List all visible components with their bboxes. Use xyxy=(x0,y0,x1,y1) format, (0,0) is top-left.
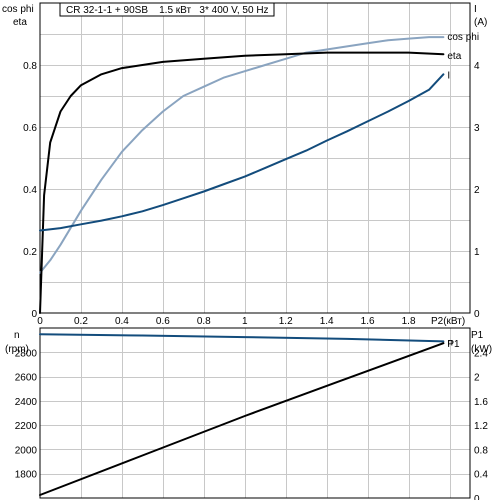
y-left-tick-label: 2000 xyxy=(15,445,38,456)
x-tick-label: 0 xyxy=(37,316,43,327)
y-right-tick-label: 2 xyxy=(474,185,480,196)
left-axis-label-n: n xyxy=(14,330,20,341)
bottom-plot-frame xyxy=(39,327,471,499)
y-right-tick-label: 0.8 xyxy=(474,445,488,456)
right-axis-label-i: I xyxy=(474,4,477,15)
y-left-tick-label: 0.4 xyxy=(23,185,37,196)
x-tick-label: 0.8 xyxy=(197,316,211,327)
y-left-tick-label: 2600 xyxy=(15,373,38,384)
top-grid xyxy=(40,3,470,313)
x-tick-label: 0.4 xyxy=(115,316,129,327)
left-axis-label-cosphi: cos phi xyxy=(2,4,34,15)
x-tick-label: 1.8 xyxy=(402,316,416,327)
x-tick-label: 1.4 xyxy=(320,316,334,327)
bottom-left-tick-labels: 1800 2000 2200 2400 2600 2800 xyxy=(15,348,38,480)
top-right-tick-labels: 0 1 2 3 4 xyxy=(474,61,480,320)
y-right-tick-label: 0 xyxy=(474,494,480,500)
x-tick-label: 0.2 xyxy=(74,316,88,327)
x-tick-label: 1.6 xyxy=(361,316,375,327)
x-tick-label: 1.2 xyxy=(279,316,293,327)
series-label-i: I xyxy=(447,70,450,81)
bottom-series-labels: nP1 xyxy=(447,337,460,350)
y-left-tick-label: 0.2 xyxy=(23,247,37,258)
y-right-tick-label: 1.2 xyxy=(474,421,488,432)
series-line-eta xyxy=(39,51,445,314)
left-axis-label-eta: eta xyxy=(13,17,27,28)
y-right-tick-label: 0 xyxy=(474,309,480,320)
bottom-right-tick-labels: 0 0.4 0.8 1.2 1.6 2 2.4 xyxy=(474,348,488,500)
series-line-p1 xyxy=(39,342,445,496)
top-x-tick-labels: 0 0.2 0.4 0.6 0.8 1 1.2 1.4 1.6 1.8 xyxy=(37,316,416,327)
x-tick-label: 1 xyxy=(242,316,248,327)
y-left-tick-label: 2800 xyxy=(15,348,38,359)
speed-power-plot: 1800 2000 2200 2400 2600 2800 0 0.4 0.8 1.2 1.6 2 2… xyxy=(5,327,492,500)
bottom-series-layer xyxy=(39,333,445,496)
efficiency-current-plot: 0 0.2 0.4 0.6 0.8 1 1.2 1.4 1.6 1.8 0 0.2 0.4 0.6 0.8… xyxy=(2,2,487,327)
series-label-n: n xyxy=(447,337,453,348)
y-right-tick-label: 1 xyxy=(474,247,480,258)
right-axis-label-unit: (A) xyxy=(474,17,487,28)
y-right-tick-label: 2 xyxy=(474,373,480,384)
y-right-tick-label: 3 xyxy=(474,123,480,134)
left-axis-label-rpm: (rpm) xyxy=(5,344,29,355)
y-left-tick-label: 0 xyxy=(31,309,37,320)
top-series-labels: cos phi eta I xyxy=(447,32,479,81)
y-right-tick-label: 1.6 xyxy=(474,397,488,408)
y-right-tick-label: 4 xyxy=(474,61,480,72)
series-line-cos-phi xyxy=(39,36,445,274)
right-axis-label-p1: P1 xyxy=(471,330,484,341)
y-left-tick-label: 0.8 xyxy=(23,61,37,72)
title-box xyxy=(59,2,275,17)
chart-title: CR 32-1-1 + 90SB 1.5 кВт 3* 400 V, 50 Hz xyxy=(66,5,269,16)
top-series-layer xyxy=(39,36,445,314)
y-left-tick-label: 1800 xyxy=(15,470,38,481)
series-label-p1: P1 xyxy=(447,339,460,350)
y-left-tick-label: 0.6 xyxy=(23,123,37,134)
x-axis-label: P2(кВт) xyxy=(431,316,465,327)
y-left-tick-label: 2200 xyxy=(15,421,38,432)
x-tick-label: 0.6 xyxy=(156,316,170,327)
series-label-eta: eta xyxy=(447,51,461,62)
y-right-tick-label: 0.4 xyxy=(474,470,488,481)
y-left-tick-label: 2400 xyxy=(15,397,38,408)
series-line-i xyxy=(39,73,445,232)
series-label-cos-phi: cos phi xyxy=(447,32,479,43)
right-axis-label-kw: (kW) xyxy=(471,344,492,355)
series-line-n xyxy=(39,333,445,343)
top-left-tick-labels: 0 0.2 0.4 0.6 0.8 xyxy=(23,61,37,320)
bottom-grid xyxy=(40,328,470,498)
y-right-tick-label: 2.4 xyxy=(474,348,488,359)
